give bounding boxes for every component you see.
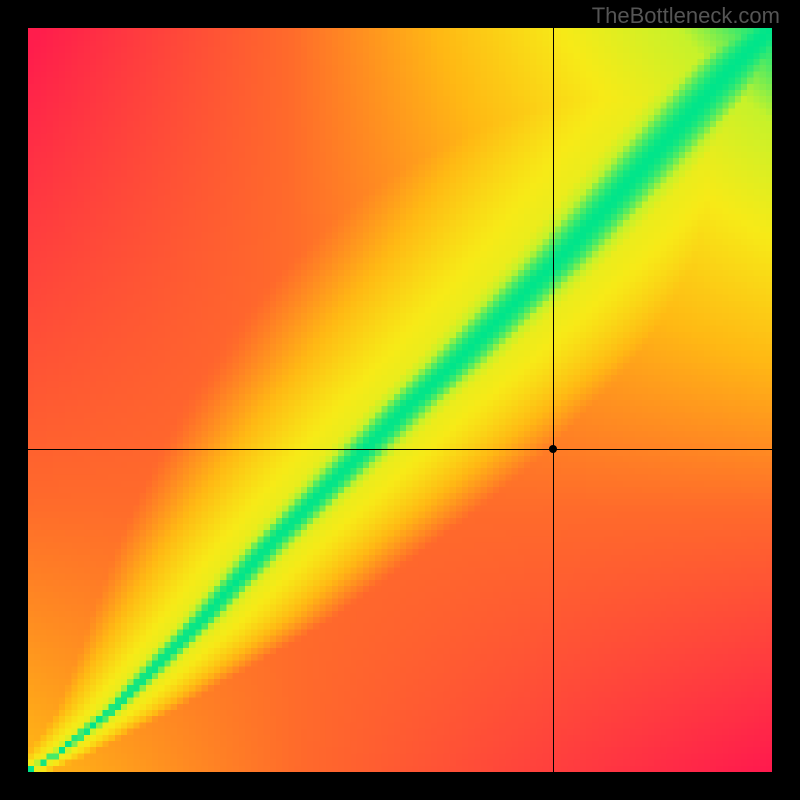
- plot-area: [28, 28, 772, 772]
- watermark: TheBottleneck.com: [592, 3, 780, 29]
- crosshair-horizontal: [28, 449, 772, 450]
- bottleneck-heatmap: [28, 28, 772, 772]
- crosshair-vertical: [553, 28, 554, 772]
- crosshair-dot: [549, 445, 557, 453]
